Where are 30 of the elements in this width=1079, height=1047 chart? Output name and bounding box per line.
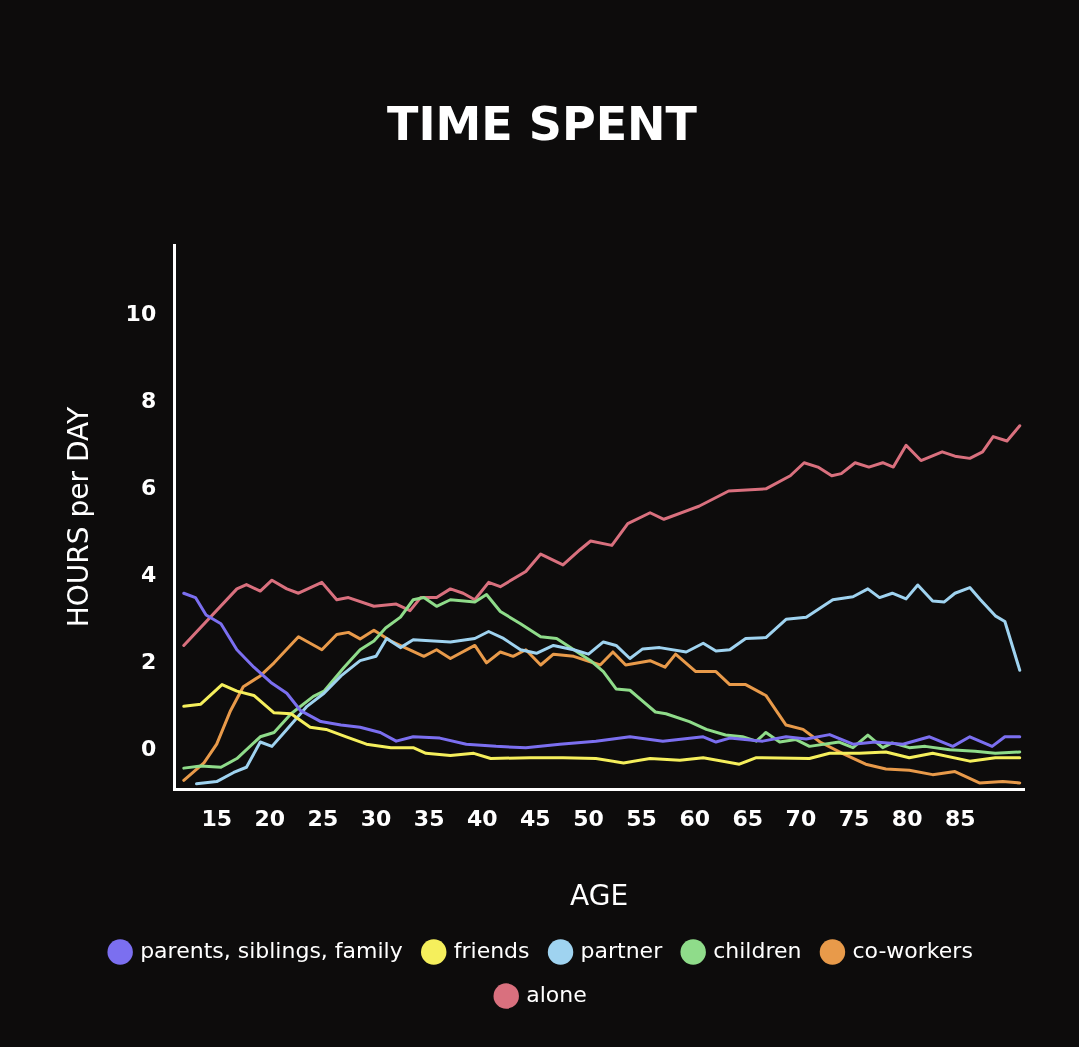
x-tick-label: 65 [732, 805, 764, 831]
x-tick-label: 15 [201, 805, 233, 831]
y-tick-label: 6 [140, 474, 157, 500]
x-tick-label: 50 [573, 805, 604, 831]
legend-label: alone [526, 981, 587, 1007]
chart-title: TIME SPENT [387, 96, 698, 151]
y-tick-label: 4 [140, 561, 157, 587]
legend-label: friends [453, 937, 530, 963]
legend-label: co-workers [852, 937, 973, 963]
x-tick-label: 55 [626, 805, 657, 831]
x-tick-label: 60 [679, 805, 711, 831]
y-tick-label: 10 [125, 300, 157, 326]
x-tick-label: 70 [785, 805, 817, 831]
x-tick-label: 85 [944, 805, 976, 831]
y-tick-label: 0 [140, 735, 157, 761]
legend-label: children [713, 937, 802, 963]
x-tick-label: 35 [413, 805, 445, 831]
x-tick-label: 75 [838, 805, 870, 831]
x-tick-label: 80 [891, 805, 923, 831]
x-axis-title: AGE [570, 879, 629, 913]
x-tick-label: 20 [254, 805, 286, 831]
x-tick-label: 45 [520, 805, 551, 831]
x-tick-label: 25 [307, 805, 339, 831]
legend-label: partner [580, 937, 664, 963]
y-tick-label: 8 [140, 387, 157, 413]
y-tick-label: 2 [140, 648, 157, 674]
legend-label: parents, siblings, family [140, 937, 403, 963]
x-tick-label: 40 [466, 805, 498, 831]
x-tick-label: 30 [360, 805, 392, 831]
y-axis-title: HOURS per DAY [62, 406, 96, 628]
